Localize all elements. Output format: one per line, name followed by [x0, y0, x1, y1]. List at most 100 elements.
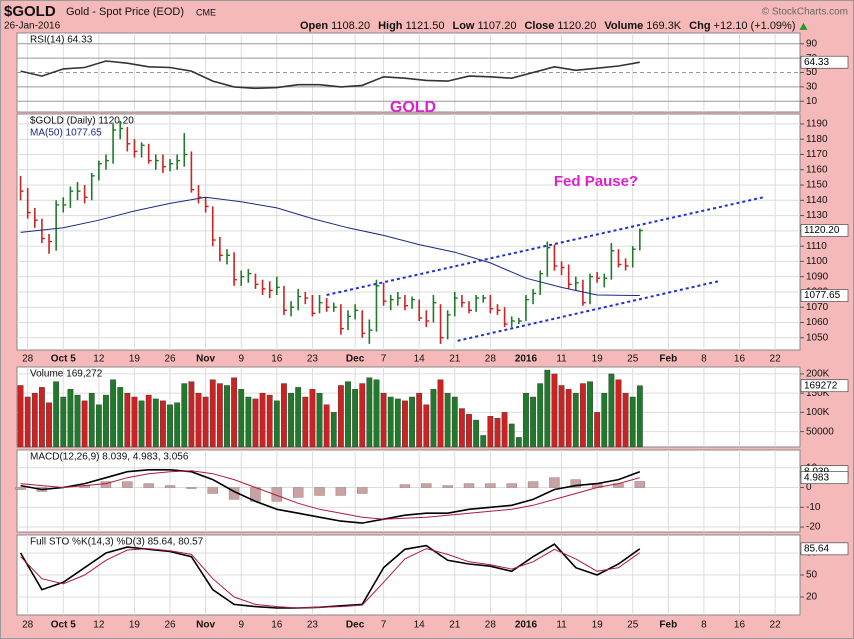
quote-value: 1107.20: [477, 20, 516, 32]
y-tick-label: 50000: [806, 426, 834, 437]
volume-bar: [309, 389, 316, 448]
volume-bar: [579, 383, 586, 448]
histogram-bar: [399, 484, 411, 488]
date: 26-Jan-2016: [4, 21, 61, 32]
volume-bar: [281, 383, 287, 448]
quote-label: Low: [452, 20, 474, 32]
volume-bar: [501, 412, 508, 448]
x-tick-label: 25: [627, 620, 639, 631]
volume-bar: [259, 392, 266, 448]
x-tick-label: 11: [556, 354, 567, 365]
volume-bar: [523, 392, 529, 448]
x-tick-label: Nov: [196, 354, 215, 365]
x-tick-label: 11: [556, 620, 567, 631]
y-tick-label: 100K: [806, 407, 830, 418]
volume-bar: [103, 394, 109, 448]
volume-bar: [551, 373, 558, 448]
volume-bar: [430, 389, 437, 448]
x-tick-label: 12: [93, 620, 105, 631]
volume-bar: [117, 387, 124, 448]
volume-bar: [537, 383, 544, 448]
x-tick-label: 28: [485, 354, 497, 365]
volume-bar: [224, 385, 230, 448]
volume-bar: [131, 396, 138, 448]
volume-bar: [636, 385, 643, 448]
x-tick-label: 9: [238, 354, 244, 365]
volume-bar: [181, 383, 188, 448]
quote-value: 1120.20: [557, 20, 596, 32]
histogram-bar: [271, 487, 283, 502]
volume-bar: [245, 396, 252, 448]
x-tick-label: 23: [307, 354, 319, 365]
volume-bar: [17, 385, 24, 448]
quote-value: +12.10 (+1.09%): [714, 20, 796, 32]
volume-bar: [480, 435, 487, 448]
volume-bar: [231, 377, 238, 448]
histogram-bar: [207, 487, 218, 494]
histogram-bar: [506, 483, 517, 488]
overlay-legend: MA(50) 1077.65: [30, 128, 102, 139]
volume-bar: [544, 369, 551, 448]
volume-bar: [216, 383, 223, 448]
volume-bar: [195, 392, 202, 448]
volume-bar: [74, 394, 81, 448]
volume-bar: [302, 396, 309, 448]
x-tick-label: 8: [701, 620, 707, 631]
volume-bar: [487, 416, 494, 448]
y-tick-label: 1180: [806, 134, 828, 145]
volume-bar: [629, 396, 636, 448]
y-tick-label: 1140: [806, 195, 828, 206]
x-tick-label: 19: [129, 354, 141, 365]
series-line: [20, 548, 641, 609]
volume-bar: [337, 385, 344, 448]
volume-bar: [145, 394, 152, 448]
y-tick-label: 10: [806, 96, 818, 107]
quote-label: High: [378, 20, 403, 32]
y-tick-label: -10: [806, 502, 821, 513]
exchange: CME: [196, 7, 216, 17]
volume-bar: [416, 392, 423, 448]
value-tag-box: [800, 471, 849, 484]
x-tick-label: Nov: [196, 620, 215, 631]
y-tick-label: 20: [806, 592, 818, 603]
y-tick-label: 50: [806, 570, 818, 581]
volume-bar: [88, 392, 95, 448]
y-tick-label: 50: [806, 67, 818, 78]
volume-bar: [380, 392, 387, 448]
x-tick-label: 26: [164, 354, 176, 365]
volume-bar: [188, 381, 195, 448]
y-tick-label: 1050: [806, 332, 829, 343]
volume-bar: [565, 389, 572, 448]
histogram-bar: [549, 477, 560, 488]
y-tick-label: 90: [806, 38, 818, 49]
volume-bar: [352, 389, 359, 448]
value-tag: 169272: [804, 380, 838, 391]
y-tick-label: 1100: [806, 256, 828, 267]
y-tick-label: 1170: [806, 149, 828, 160]
volume-bar: [288, 392, 294, 448]
histogram-bar: [357, 487, 368, 494]
x-tick-label: 2016: [515, 354, 538, 365]
volume-bar: [273, 400, 280, 448]
moving-average: [20, 196, 640, 296]
x-tick-label: 16: [271, 354, 283, 365]
value-tag: 1077.65: [804, 290, 841, 301]
volume-bar: [458, 408, 465, 448]
value-tag-box: [800, 379, 849, 393]
volume-bar: [437, 379, 444, 448]
x-tick-label: Dec: [346, 620, 365, 631]
volume-bar: [95, 404, 102, 448]
volume-bar: [152, 398, 159, 448]
y-tick-label: 150K: [806, 388, 830, 399]
x-tick-label: 14: [414, 354, 426, 365]
volume-bar: [124, 392, 131, 448]
histogram-bar: [122, 481, 133, 488]
x-tick-label: 19: [592, 354, 604, 365]
y-tick-label: 1060: [806, 317, 829, 328]
volume-bar: [345, 381, 351, 448]
x-tick-label: 16: [734, 620, 746, 631]
instrument-name: Gold - Spot Price (EOD): [66, 6, 184, 18]
x-tick-label: 21: [449, 354, 461, 365]
histogram-bar: [570, 479, 581, 488]
